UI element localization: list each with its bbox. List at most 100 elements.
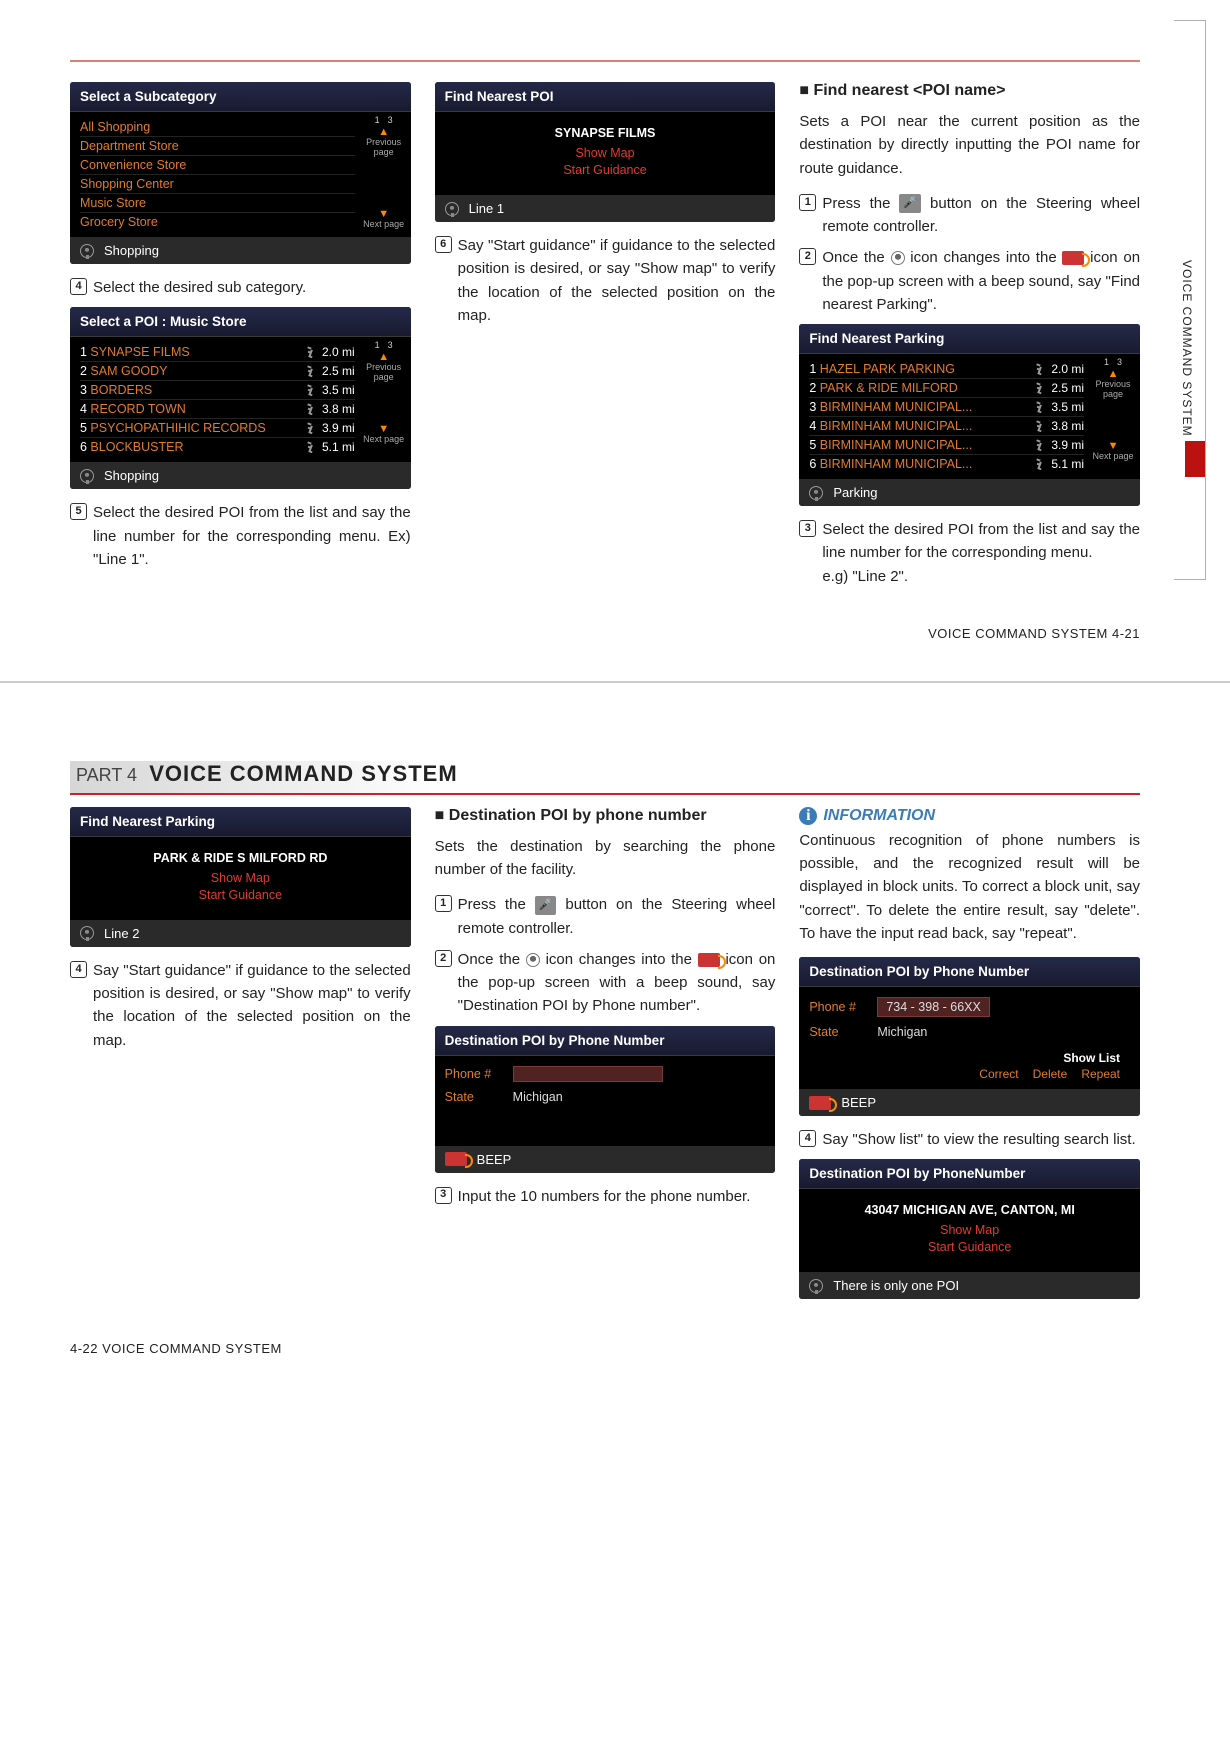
list-item[interactable]: Shopping Center: [80, 175, 355, 194]
poi-name: SYNAPSE FILMS: [435, 126, 776, 140]
screen-dest-poi-phone-filled: Destination POI by Phone Number Phone # …: [799, 957, 1140, 1116]
mic-icon: [809, 486, 823, 500]
footer-text: Shopping: [104, 243, 159, 258]
phone-value[interactable]: 734 - 398 - 66XX: [877, 997, 990, 1017]
table-row[interactable]: 4 BIRMINHAM MUNICIPAL...3.8 mi: [809, 417, 1084, 436]
table-row[interactable]: 4 RECORD TOWN3.8 mi: [80, 400, 355, 419]
top-rule: [70, 60, 1140, 62]
start-guidance-link[interactable]: Start Guidance: [435, 163, 776, 177]
state-value: Michigan: [513, 1090, 563, 1104]
col-2: Find Nearest POI SYNAPSE FILMS Show Map …: [435, 82, 776, 596]
table-row[interactable]: 3 BORDERS3.5 mi: [80, 381, 355, 400]
list-item[interactable]: Convenience Store: [80, 156, 355, 175]
screen-title: Select a POI : Music Store: [70, 307, 411, 337]
voice-button-icon: 🎤: [899, 194, 921, 213]
list-item[interactable]: Grocery Store: [80, 213, 355, 231]
subheading: Find nearest <POI name>: [799, 82, 1140, 100]
show-map-link[interactable]: Show Map: [799, 1223, 1140, 1237]
state-label: State: [809, 1025, 867, 1039]
page-nav[interactable]: 13 ▲ Previous page ▼ Next page: [363, 116, 405, 230]
screen-footer: Shopping: [70, 462, 411, 489]
screen-title: Destination POI by Phone Number: [435, 1026, 776, 1056]
page-nav[interactable]: 13 ▲Previous page ▼Next page: [363, 341, 405, 445]
screen-title: Destination POI by Phone Number: [799, 957, 1140, 987]
screen-footer: Shopping: [70, 237, 411, 264]
mic-icon: [80, 244, 94, 258]
step-6: 6 Say "Start guidance" if guidance to th…: [435, 234, 776, 327]
speaker-icon: [809, 1096, 831, 1110]
page-footer: VOICE COMMAND SYSTEM 4-21: [70, 626, 1140, 641]
step-4: 4 Select the desired sub category.: [70, 276, 411, 299]
step-2: 2 Once the icon changes into the icon on…: [799, 246, 1140, 316]
rail-red-tab: [1185, 441, 1205, 477]
address-line: 43047 MICHIGAN AVE, CANTON, MI: [799, 1203, 1140, 1217]
delete-button[interactable]: Delete: [1033, 1067, 1068, 1081]
screen-poi-musicstore: Select a POI : Music Store 13 ▲Previous …: [70, 307, 411, 489]
state-label: State: [445, 1090, 503, 1104]
table-row[interactable]: 3 BIRMINHAM MUNICIPAL...3.5 mi: [809, 398, 1084, 417]
screen-footer: Line 2: [70, 920, 411, 947]
repeat-button[interactable]: Repeat: [1081, 1067, 1120, 1081]
correct-button[interactable]: Correct: [979, 1067, 1018, 1081]
screen-footer: Parking: [799, 479, 1140, 506]
state-value: Michigan: [877, 1025, 927, 1039]
table-row[interactable]: 2 PARK & RIDE MILFORD2.5 mi: [809, 379, 1084, 398]
speaker-icon: [445, 1152, 467, 1166]
screen-dest-poi-result: Destination POI by PhoneNumber 43047 MIC…: [799, 1159, 1140, 1299]
screen-footer: There is only one POI: [799, 1272, 1140, 1299]
phone-label: Phone #: [809, 1000, 867, 1014]
step-4: 4 Say "Start guidance" if guidance to th…: [70, 959, 411, 1052]
screen-footer: Line 1: [435, 195, 776, 222]
speaker-icon: [698, 953, 720, 967]
screen-dest-poi-phone: Destination POI by Phone Number Phone # …: [435, 1026, 776, 1173]
phone-label: Phone #: [445, 1067, 503, 1081]
table-row[interactable]: 5 BIRMINHAM MUNICIPAL...3.9 mi: [809, 436, 1084, 455]
table-row[interactable]: 2 SAM GOODY2.5 mi: [80, 362, 355, 381]
step-5: 5 Select the desired POI from the list a…: [70, 501, 411, 571]
screen-title: Find Nearest POI: [435, 82, 776, 112]
phone-input[interactable]: [513, 1066, 663, 1082]
footer-text: Parking: [833, 485, 877, 500]
table-row[interactable]: 6 BIRMINHAM MUNICIPAL...5.1 mi: [809, 455, 1084, 473]
start-guidance-link[interactable]: Start Guidance: [799, 1240, 1140, 1254]
table-row[interactable]: 1 HAZEL PARK PARKING2.0 mi: [809, 360, 1084, 379]
poi-name: PARK & RIDE S MILFORD RD: [70, 851, 411, 865]
list-item[interactable]: All Shopping: [80, 118, 355, 137]
mic-icon: [80, 469, 94, 483]
mic-icon: [891, 251, 905, 265]
page-nav[interactable]: 13 ▲Previous page ▼Next page: [1092, 358, 1134, 462]
start-guidance-link[interactable]: Start Guidance: [70, 888, 411, 902]
page-2: PART 4 VOICE COMMAND SYSTEM Find Nearest…: [0, 683, 1230, 1397]
footer-text: Line 1: [469, 201, 504, 216]
screen-footer: BEEP: [799, 1089, 1140, 1116]
list-item[interactable]: Music Store: [80, 194, 355, 213]
col-2: Destination POI by phone number Sets the…: [435, 807, 776, 1312]
mic-icon: [526, 953, 540, 967]
footer-text: There is only one POI: [833, 1278, 959, 1293]
voice-button-icon: 🎤: [535, 896, 557, 915]
show-list-button[interactable]: Show List: [1063, 1051, 1120, 1065]
screen-find-nearest-parking-2: Find Nearest Parking PARK & RIDE S MILFO…: [70, 807, 411, 947]
list-item[interactable]: Department Store: [80, 137, 355, 156]
speaker-icon: [1062, 251, 1084, 265]
show-map-link[interactable]: Show Map: [435, 146, 776, 160]
step-2: 2 Once the icon changes into the icon on…: [435, 948, 776, 1018]
subheading: Destination POI by phone number: [435, 807, 776, 825]
screen-title: Select a Subcategory: [70, 82, 411, 112]
footer-text: BEEP: [841, 1095, 876, 1110]
show-map-link[interactable]: Show Map: [70, 871, 411, 885]
table-row[interactable]: 6 BLOCKBUSTER5.1 mi: [80, 438, 355, 456]
col-3: iINFORMATION Continuous recognition of p…: [799, 807, 1140, 1312]
mic-icon: [80, 926, 94, 940]
screen-title: Find Nearest Parking: [70, 807, 411, 837]
footer-text: Line 2: [104, 926, 139, 941]
step-1: 1 Press the 🎤 button on the Steering whe…: [799, 192, 1140, 239]
part-label: PART 4: [76, 765, 137, 785]
table-row[interactable]: 1 SYNAPSE FILMS2.0 mi: [80, 343, 355, 362]
table-row[interactable]: 5 PSYCHOPATHIHIC RECORDS3.9 mi: [80, 419, 355, 438]
footer-text: Shopping: [104, 468, 159, 483]
screen-find-nearest-poi: Find Nearest POI SYNAPSE FILMS Show Map …: [435, 82, 776, 222]
rail-label: VOICE COMMAND SYSTEM: [1180, 260, 1194, 437]
screen-footer: BEEP: [435, 1146, 776, 1173]
page-1: VOICE COMMAND SYSTEM Select a Subcategor…: [0, 0, 1230, 681]
